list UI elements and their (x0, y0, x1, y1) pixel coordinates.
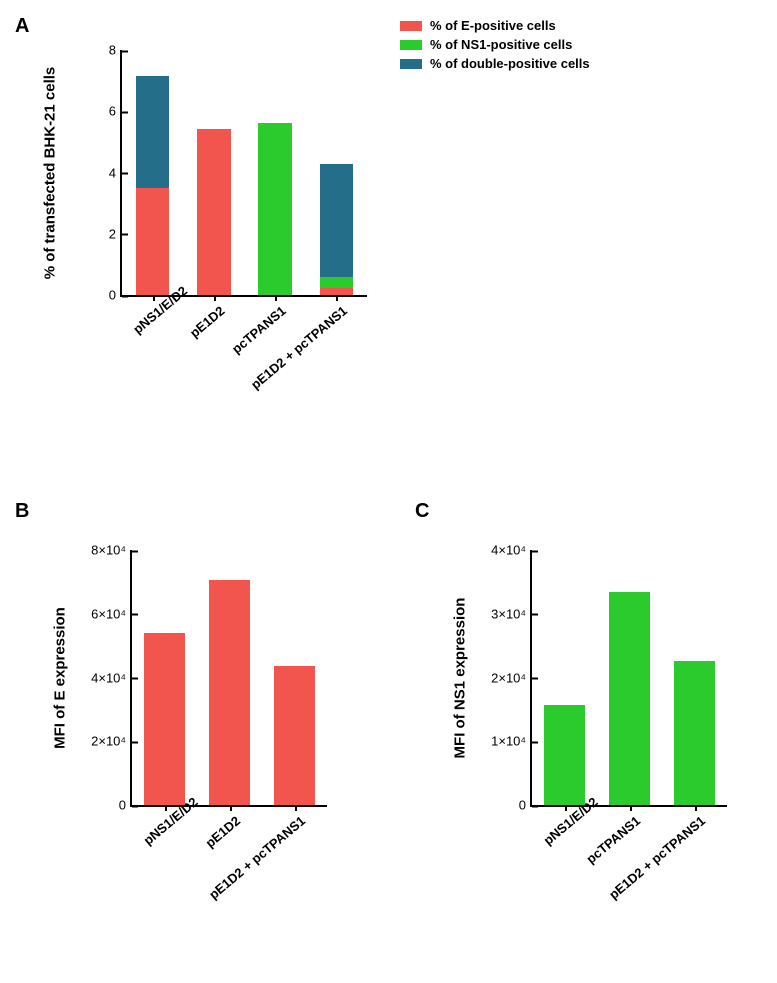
plot-area: 02×10⁴4×10⁴6×10⁴8×10⁴pNS1/E/D2pE1D2pE1D2… (130, 550, 327, 807)
bar-segment (197, 129, 231, 295)
x-tick-label: pNS1/E/D2 (130, 303, 166, 337)
bar-segment (136, 188, 170, 295)
legend-label: % of NS1-positive cells (430, 37, 572, 52)
bar-segment (136, 76, 170, 188)
bar-segment (258, 123, 292, 295)
plot-area: 02468pNS1/E/D2pE1D2pcTPANS1pE1D2 + pcTPA… (120, 50, 367, 297)
y-tick: 3×10⁴ (491, 606, 532, 621)
y-tick: 2×10⁴ (91, 734, 132, 749)
x-tick-label: pNS1/E/D2 (141, 813, 179, 848)
y-tick: 2×10⁴ (491, 670, 532, 685)
x-tick-label: pNS1/E/D2 (541, 813, 579, 848)
y-axis-label: MFI of E expression (52, 607, 69, 749)
chart-c: 01×10⁴2×10⁴3×10⁴4×10⁴pNS1/E/D2pcTPANS1pE… (410, 520, 770, 960)
y-tick: 0 (109, 288, 122, 303)
legend-item: % of double-positive cells (400, 56, 590, 71)
y-tick: 2 (109, 226, 122, 241)
y-tick: 0 (119, 798, 132, 813)
y-tick: 0 (519, 798, 532, 813)
bar-segment (320, 277, 354, 289)
chart-b: 02×10⁴4×10⁴6×10⁴8×10⁴pNS1/E/D2pE1D2pE1D2… (10, 520, 400, 960)
y-tick: 8×10⁴ (91, 543, 132, 558)
bar (144, 633, 184, 805)
chart-a: 02468pNS1/E/D2pE1D2pcTPANS1pE1D2 + pcTPA… (10, 20, 410, 440)
bar-segment (320, 164, 354, 277)
bar (544, 705, 584, 805)
y-axis-label: MFI of NS1 expression (452, 597, 469, 758)
x-tick-label: pcTPANS1 (159, 303, 289, 415)
x-tick-label: pE1D2 + pcTPANS1 (571, 813, 708, 932)
y-axis-label: % of transfected BHK-21 cells (42, 66, 59, 279)
y-tick: 6 (109, 104, 122, 119)
y-tick: 1×10⁴ (491, 734, 532, 749)
bar (209, 580, 249, 805)
bar (609, 592, 649, 805)
y-tick: 4 (109, 165, 122, 180)
bar (274, 666, 314, 805)
y-tick: 4×10⁴ (91, 670, 132, 685)
y-tick: 4×10⁴ (491, 543, 532, 558)
legend-item: % of NS1-positive cells (400, 37, 590, 52)
legend-item: % of E-positive cells (400, 18, 590, 33)
bar (674, 661, 714, 805)
y-tick: 8 (109, 43, 122, 58)
y-tick: 6×10⁴ (91, 606, 132, 621)
legend-label: % of double-positive cells (430, 56, 590, 71)
plot-area: 01×10⁴2×10⁴3×10⁴4×10⁴pNS1/E/D2pcTPANS1pE… (530, 550, 727, 807)
x-tick-label: pE1D2 + pcTPANS1 (171, 813, 308, 932)
bar-segment (320, 288, 354, 295)
legend-label: % of E-positive cells (430, 18, 556, 33)
legend: % of E-positive cells % of NS1-positive c… (400, 18, 590, 75)
